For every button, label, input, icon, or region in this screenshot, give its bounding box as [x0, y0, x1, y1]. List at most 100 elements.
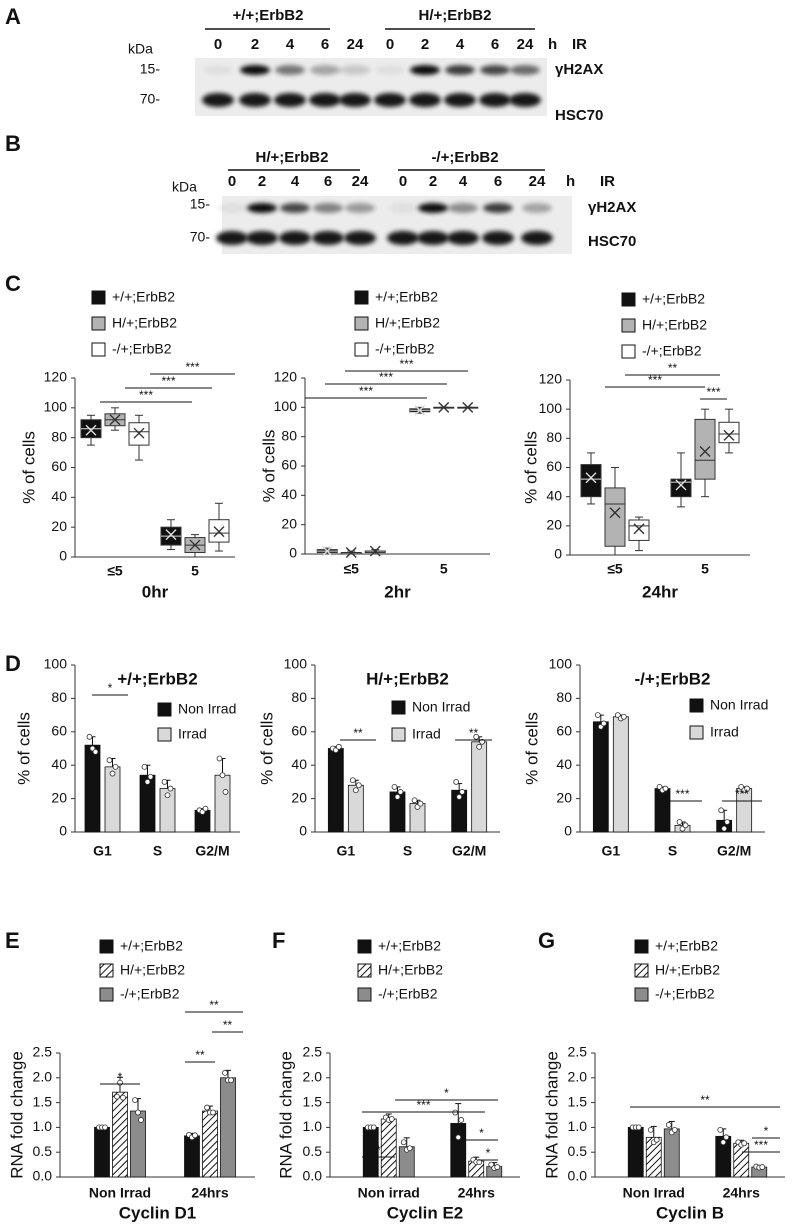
mean-marker: [345, 547, 357, 559]
data-point: [167, 785, 174, 792]
mean-marker: [462, 401, 474, 413]
x-tick-label: S: [403, 843, 412, 859]
y-tick-label: 0: [289, 545, 297, 561]
legend-swatch: [634, 987, 649, 1002]
bar: [94, 1127, 110, 1178]
y-tick-label: 40: [51, 488, 67, 504]
lane-label: 4: [291, 173, 300, 190]
data-point: [352, 787, 359, 794]
bar: [471, 741, 488, 833]
x-axis-label: 0hr: [142, 582, 169, 601]
treatment: IR: [600, 173, 615, 190]
lane-label: 24: [517, 36, 534, 53]
data-point: [144, 779, 151, 785]
data-point: [647, 1126, 654, 1133]
data-point: [453, 779, 460, 785]
data-point: [355, 782, 362, 789]
legend-label: Irrad: [710, 724, 739, 740]
panel-letter: B: [5, 131, 21, 156]
blot-band: [375, 65, 405, 75]
legend-label: +/+;ErbB2: [375, 289, 438, 305]
data-point: [682, 822, 689, 829]
y-axis-label: RNA fold change: [542, 1051, 561, 1179]
y-tick-label: 0.5: [303, 1143, 323, 1159]
x-tick-label: 5: [440, 561, 448, 577]
data-point: [717, 1126, 724, 1133]
data-point: [676, 819, 683, 825]
legend-swatch: [634, 939, 649, 954]
data-point: [335, 743, 342, 750]
blot-band: [388, 203, 418, 213]
legend-swatch: [357, 963, 372, 978]
y-axis-label: % of cells: [14, 712, 33, 785]
mean-marker: [109, 414, 121, 426]
data-point: [132, 1097, 138, 1104]
x-axis-label: 24hr: [642, 582, 678, 601]
data-point: [394, 794, 401, 800]
data-point: [138, 1117, 144, 1123]
significance-label: *: [108, 681, 113, 695]
blot-band: [448, 203, 478, 213]
lane-label: 6: [491, 36, 499, 53]
lane-label: 4: [286, 36, 295, 53]
legend-label: +/+;ErbB2: [378, 938, 441, 954]
data-point: [400, 1139, 407, 1146]
lane-label: 2: [429, 173, 437, 190]
blot-band: [344, 231, 376, 245]
y-tick-label: 2.5: [33, 1044, 53, 1060]
significance-label: ***: [379, 370, 393, 384]
mean-marker: [213, 526, 225, 538]
y-tick-label: 80: [51, 689, 67, 705]
bar: [663, 1128, 680, 1178]
significance-label: *: [764, 1124, 769, 1138]
data-point: [219, 772, 226, 779]
legend-swatch: [357, 987, 372, 1002]
blot-band: [274, 93, 306, 107]
band-label: γH2AX: [555, 61, 603, 78]
y-axis-label: % of cells: [522, 712, 541, 785]
bar: [202, 1110, 218, 1178]
data-point: [620, 713, 627, 720]
legend-label: +/+;ErbB2: [120, 938, 183, 954]
data-point: [106, 757, 113, 764]
bar: [84, 744, 101, 833]
legend-swatch: [99, 963, 114, 978]
significance-label: **: [353, 726, 363, 740]
box: [580, 464, 602, 498]
lane-label: 24: [347, 36, 364, 53]
x-tick-label: G1: [336, 843, 355, 859]
significance-label: **: [469, 726, 479, 740]
x-tick-label: G2/M: [452, 843, 486, 859]
data-point: [391, 784, 398, 790]
significance-label: ***: [399, 357, 413, 371]
significance-label: **: [700, 1093, 710, 1107]
significance-label: ***: [675, 787, 689, 801]
bar: [104, 766, 121, 833]
panel-letter: D: [5, 651, 21, 676]
significance-label: **: [223, 1018, 233, 1032]
group-label: +/+;ErbB2: [233, 7, 304, 24]
blot-band: [387, 231, 419, 245]
blot-band: [374, 93, 406, 107]
bar: [733, 1142, 750, 1178]
blot-band: [217, 203, 247, 213]
data-point: [228, 1077, 234, 1084]
y-tick-label: 1.5: [303, 1093, 323, 1109]
group-label: -/+;ErbB2: [431, 149, 498, 166]
lane-label: 6: [324, 173, 332, 190]
legend-label: Non Irrad: [178, 701, 236, 717]
blot-band: [203, 65, 233, 75]
data-point: [718, 807, 725, 814]
data-point: [720, 1139, 727, 1146]
y-tick-label: 2.5: [568, 1044, 588, 1060]
legend-swatch: [91, 342, 106, 357]
lane-label: 24: [529, 173, 546, 190]
y-tick-label: 100: [274, 398, 298, 414]
legend-label: -/+;ErbB2: [112, 341, 172, 357]
panel-letter: F: [272, 928, 285, 953]
blot-band: [417, 231, 449, 245]
y-tick-label: 20: [546, 517, 562, 533]
y-tick-label: 20: [51, 518, 67, 534]
